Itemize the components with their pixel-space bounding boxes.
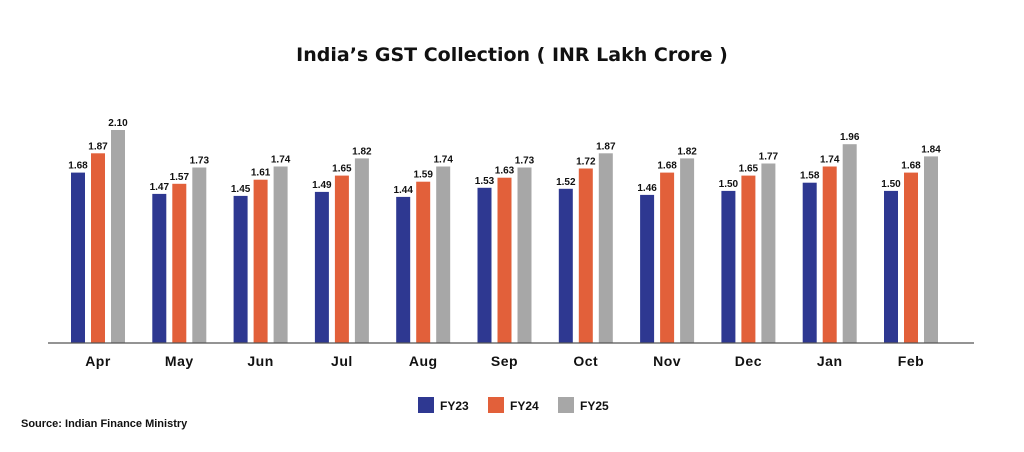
value-label-fy24-apr: 1.87 <box>88 141 108 152</box>
bar-fy23-aug <box>396 196 411 343</box>
value-label-fy23-nov: 1.46 <box>637 183 657 194</box>
bar-fy24-jun <box>253 179 268 343</box>
bar-fy24-apr <box>91 153 105 343</box>
bar-fy23-jun <box>233 195 248 343</box>
bar-fy25-jan <box>842 144 857 343</box>
bar-fy25-sep <box>517 167 532 343</box>
value-label-fy23-jun: 1.45 <box>231 184 251 195</box>
bar-fy25-oct <box>598 153 613 343</box>
x-tick-nov: Nov <box>653 353 681 369</box>
bar-fy25-feb <box>924 156 938 343</box>
value-label-fy23-may: 1.47 <box>150 182 170 193</box>
chart-title: India’s GST Collection ( INR Lakh Crore … <box>296 44 728 66</box>
value-label-fy23-apr: 1.68 <box>68 161 88 172</box>
legend-label-fy24: FY24 <box>510 399 539 413</box>
value-label-fy25-may: 1.73 <box>190 156 210 167</box>
bar-fy25-dec <box>761 163 776 343</box>
bar-fy25-apr <box>111 130 125 343</box>
bars-group <box>71 130 938 343</box>
bar-fy24-sep <box>497 177 512 343</box>
bar-fy25-aug <box>436 166 451 343</box>
value-label-fy24-jun: 1.61 <box>251 168 271 179</box>
bar-fy23-dec <box>721 190 736 343</box>
bar-fy25-jun <box>273 166 288 343</box>
bar-fy23-nov <box>640 194 655 343</box>
bar-fy23-jul <box>314 191 329 343</box>
value-label-fy24-sep: 1.63 <box>495 166 515 177</box>
source-note: Source: Indian Finance Ministry <box>21 418 188 430</box>
bar-fy23-sep <box>477 187 492 343</box>
bar-fy25-nov <box>680 158 695 343</box>
value-label-fy24-feb: 1.68 <box>901 161 921 172</box>
legend-label-fy23: FY23 <box>440 399 469 413</box>
value-label-fy23-aug: 1.44 <box>393 185 413 196</box>
bar-fy25-may <box>192 167 207 343</box>
value-label-fy25-nov: 1.82 <box>677 146 697 157</box>
value-label-fy23-oct: 1.52 <box>556 177 576 188</box>
value-label-fy25-jun: 1.74 <box>271 155 291 166</box>
value-label-fy25-oct: 1.87 <box>596 141 616 152</box>
bar-fy25-jul <box>354 158 369 343</box>
value-label-fy25-sep: 1.73 <box>515 156 535 167</box>
value-label-fy25-jan: 1.96 <box>840 132 860 143</box>
x-tick-apr: Apr <box>85 353 111 369</box>
legend-swatch-fy25 <box>558 397 574 413</box>
value-label-fy24-oct: 1.72 <box>576 157 596 168</box>
x-tick-sep: Sep <box>491 353 518 369</box>
x-tick-oct: Oct <box>573 353 598 369</box>
bar-fy24-jan <box>822 166 837 343</box>
value-label-fy23-jan: 1.58 <box>800 171 820 182</box>
bar-fy24-dec <box>741 175 756 343</box>
bar-fy24-jul <box>334 175 349 343</box>
bar-fy23-apr <box>71 172 85 343</box>
value-label-fy24-jan: 1.74 <box>820 155 840 166</box>
x-tick-jun: Jun <box>247 353 273 369</box>
value-label-fy23-feb: 1.50 <box>881 179 901 190</box>
value-label-fy23-dec: 1.50 <box>719 179 739 190</box>
bar-fy24-feb <box>904 172 918 343</box>
x-tick-may: May <box>165 353 194 369</box>
bar-fy24-nov <box>660 172 675 343</box>
value-label-fy24-nov: 1.68 <box>657 161 677 172</box>
bar-fy23-feb <box>884 190 898 343</box>
x-tick-aug: Aug <box>409 353 438 369</box>
x-tick-jan: Jan <box>817 353 843 369</box>
legend-label-fy25: FY25 <box>580 399 609 413</box>
bar-fy24-oct <box>578 168 593 343</box>
value-label-fy24-dec: 1.65 <box>739 164 759 175</box>
value-label-fy24-aug: 1.59 <box>413 170 433 181</box>
value-label-fy25-jul: 1.82 <box>352 146 372 157</box>
bar-fy24-aug <box>416 181 431 343</box>
value-label-fy23-jul: 1.49 <box>312 180 332 191</box>
bar-fy23-may <box>152 193 167 343</box>
value-label-fy23-sep: 1.53 <box>475 176 495 187</box>
legend-swatch-fy24 <box>488 397 504 413</box>
legend-swatch-fy23 <box>418 397 434 413</box>
value-label-fy24-may: 1.57 <box>170 172 190 183</box>
x-tick-feb: Feb <box>898 353 924 369</box>
x-tick-jul: Jul <box>331 353 353 369</box>
value-label-fy25-apr: 2.10 <box>108 118 128 129</box>
value-label-fy25-feb: 1.84 <box>921 144 941 155</box>
value-label-fy25-aug: 1.74 <box>433 155 453 166</box>
legend: FY23 FY24 FY25 <box>418 397 609 413</box>
x-tick-labels-group: Apr May Jun Jul Aug Sep Oct Nov Dec Jan Feb <box>85 353 924 369</box>
value-label-fy24-jul: 1.65 <box>332 164 352 175</box>
x-tick-dec: Dec <box>735 353 762 369</box>
value-label-fy25-dec: 1.77 <box>759 152 779 163</box>
bar-fy23-oct <box>558 188 573 343</box>
bar-fy23-jan <box>802 182 817 343</box>
value-labels-group: 1.681.872.101.471.571.731.451.611.741.49… <box>68 118 941 196</box>
bar-fy24-may <box>172 183 187 343</box>
